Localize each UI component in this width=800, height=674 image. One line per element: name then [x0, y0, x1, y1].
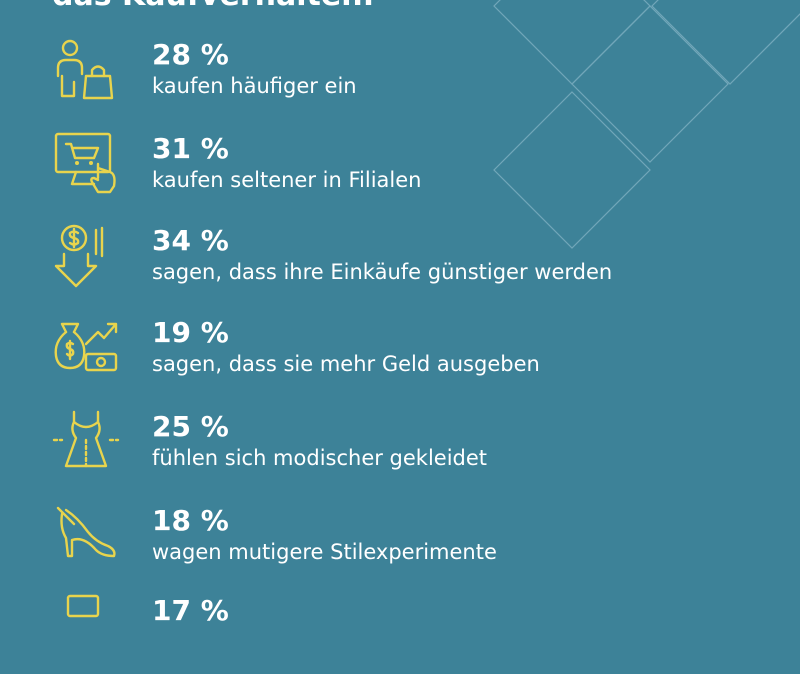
stat-item-2: 31 % kaufen seltener in Filialen	[0, 132, 800, 212]
stat-item-4: 19 % sagen, dass sie mehr Geld ausgeben	[0, 316, 800, 396]
stat-percent-4: 19 %	[152, 316, 229, 349]
dress-icon	[52, 410, 122, 480]
online-shopping-icon	[52, 132, 122, 202]
stat-item-1: 28 % kaufen häufiger ein	[0, 38, 800, 118]
price-down-icon	[52, 224, 122, 294]
partial-icon	[52, 594, 122, 664]
stat-percent-2: 31 %	[152, 132, 229, 165]
stat-item-6: 18 % wagen mutigere Stilexperimente	[0, 504, 800, 584]
stat-percent-6: 18 %	[152, 504, 229, 537]
stat-percent-5: 25 %	[152, 410, 229, 443]
stat-label-2: kaufen seltener in Filialen	[152, 168, 422, 192]
high-heel-icon	[52, 504, 122, 574]
money-growth-icon	[52, 316, 122, 386]
header-title: das Kaufverhalten:	[52, 0, 375, 13]
stat-percent-7: 17 %	[152, 594, 229, 627]
stat-label-3: sagen, dass ihre Einkäufe günstiger werd…	[152, 260, 613, 284]
stat-label-5: fühlen sich modischer gekleidet	[152, 446, 488, 470]
stat-percent-1: 28 %	[152, 38, 229, 71]
stat-item-3: 34 % sagen, dass ihre Einkäufe günstiger…	[0, 224, 800, 304]
stat-label-6: wagen mutigere Stilexperimente	[152, 540, 497, 564]
stat-label-1: kaufen häufiger ein	[152, 74, 357, 98]
stat-percent-3: 34 %	[152, 224, 229, 257]
stat-item-5: 25 % fühlen sich modischer gekleidet	[0, 410, 800, 490]
stat-item-7: 17 %	[0, 594, 800, 674]
shopping-person-icon	[52, 38, 122, 108]
stat-label-4: sagen, dass sie mehr Geld ausgeben	[152, 352, 540, 376]
